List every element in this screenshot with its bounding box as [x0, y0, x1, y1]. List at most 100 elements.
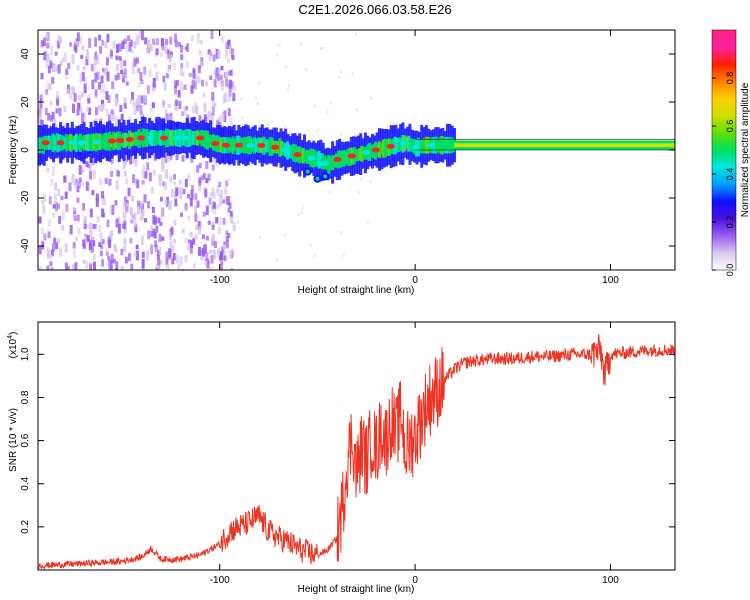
spectrogram-y-label: Frequency (Hz) — [8, 116, 19, 185]
noise-speckle — [64, 191, 68, 200]
noise-speckle — [65, 203, 69, 213]
noise-speckle — [97, 105, 101, 112]
ridge-band — [133, 132, 137, 146]
noise-speckle — [109, 111, 113, 121]
ridge-band — [360, 146, 364, 162]
noise-speckle — [110, 253, 114, 263]
noise-speckle — [198, 115, 202, 121]
noise-speckle — [301, 206, 304, 210]
noise-speckle — [130, 49, 134, 54]
noise-speckle — [340, 132, 343, 136]
noise-speckle — [224, 189, 228, 195]
noise-speckle — [114, 98, 118, 107]
spectrogram-y-tick-label: 40 — [20, 48, 31, 60]
noise-speckle — [71, 173, 75, 178]
noise-speckle — [179, 191, 183, 200]
noise-speckle — [228, 82, 232, 92]
noise-speckle — [329, 101, 332, 105]
branch-core — [315, 176, 320, 181]
ridge-bead — [137, 135, 146, 141]
noise-speckle — [181, 155, 185, 162]
noise-speckle — [123, 170, 127, 177]
noise-speckle — [172, 63, 176, 70]
noise-speckle — [40, 200, 44, 205]
ridge-band — [157, 131, 161, 145]
noise-speckle — [38, 245, 42, 255]
noise-speckle — [108, 114, 112, 122]
noise-speckle — [189, 231, 193, 237]
noise-speckle — [232, 92, 236, 102]
noise-speckle — [133, 40, 137, 49]
noise-speckle — [340, 231, 343, 235]
noise-speckle — [223, 114, 227, 123]
ridge-band — [90, 133, 94, 152]
noise-speckle — [114, 246, 118, 253]
noise-speckle — [139, 71, 143, 81]
noise-speckle — [203, 104, 207, 113]
noise-speckle — [147, 230, 151, 240]
noise-speckle — [85, 181, 89, 192]
noise-speckle — [55, 242, 59, 250]
noise-speckle — [170, 226, 174, 235]
noise-speckle — [98, 242, 102, 247]
noise-speckle — [167, 103, 171, 108]
noise-speckle — [123, 103, 127, 109]
noise-speckle — [87, 163, 91, 169]
noise-speckle — [125, 178, 129, 185]
noise-speckle — [69, 42, 73, 47]
noise-speckle — [224, 49, 228, 58]
noise-speckle — [198, 162, 202, 169]
noise-speckle — [82, 239, 86, 247]
noise-speckle — [181, 111, 185, 116]
noise-speckle — [198, 181, 202, 186]
noise-speckle — [204, 258, 208, 266]
noise-speckle — [100, 88, 104, 93]
spectrogram-x-tick-label: 0 — [412, 275, 418, 286]
noise-speckle — [136, 200, 140, 207]
noise-speckle — [159, 196, 163, 202]
noise-speckle — [209, 267, 213, 270]
noise-speckle — [157, 217, 161, 224]
noise-speckle — [221, 35, 225, 43]
noise-speckle — [146, 249, 150, 255]
noise-speckle — [120, 248, 124, 256]
noise-speckle — [92, 169, 96, 179]
noise-speckle — [205, 178, 209, 184]
ridge-band — [424, 136, 428, 154]
noise-speckle — [207, 110, 211, 118]
noise-speckle — [182, 188, 186, 195]
noise-speckle — [222, 217, 226, 225]
noise-speckle — [43, 37, 47, 47]
noise-speckle — [196, 200, 200, 208]
noise-speckle — [211, 92, 215, 101]
noise-speckle — [123, 38, 127, 45]
noise-speckle — [176, 79, 180, 86]
noise-speckle — [112, 40, 116, 49]
noise-speckle — [63, 52, 67, 62]
noise-speckle — [116, 72, 120, 80]
ridge-band — [38, 137, 41, 154]
noise-speckle — [211, 187, 215, 195]
noise-speckle — [95, 107, 99, 116]
ridge-band — [233, 139, 237, 152]
noise-speckle — [320, 47, 323, 51]
ridge-band — [209, 135, 213, 149]
ridge-band — [41, 136, 45, 154]
noise-speckle — [145, 48, 149, 54]
noise-speckle — [51, 166, 55, 177]
noise-speckle — [60, 196, 64, 201]
noise-speckle — [95, 193, 99, 203]
noise-speckle — [224, 186, 228, 193]
noise-speckle — [226, 240, 230, 249]
noise-speckle — [223, 110, 227, 115]
noise-speckle — [115, 261, 119, 270]
noise-speckle — [93, 60, 97, 66]
noise-speckle — [139, 105, 143, 114]
noise-speckle — [129, 154, 133, 165]
ridge-band — [395, 137, 399, 153]
noise-speckle — [287, 88, 290, 92]
noise-speckle — [230, 48, 234, 59]
colorbar-tick-label: 0.4 — [725, 168, 735, 181]
noise-speckle — [108, 239, 112, 249]
noise-speckle — [151, 206, 155, 214]
